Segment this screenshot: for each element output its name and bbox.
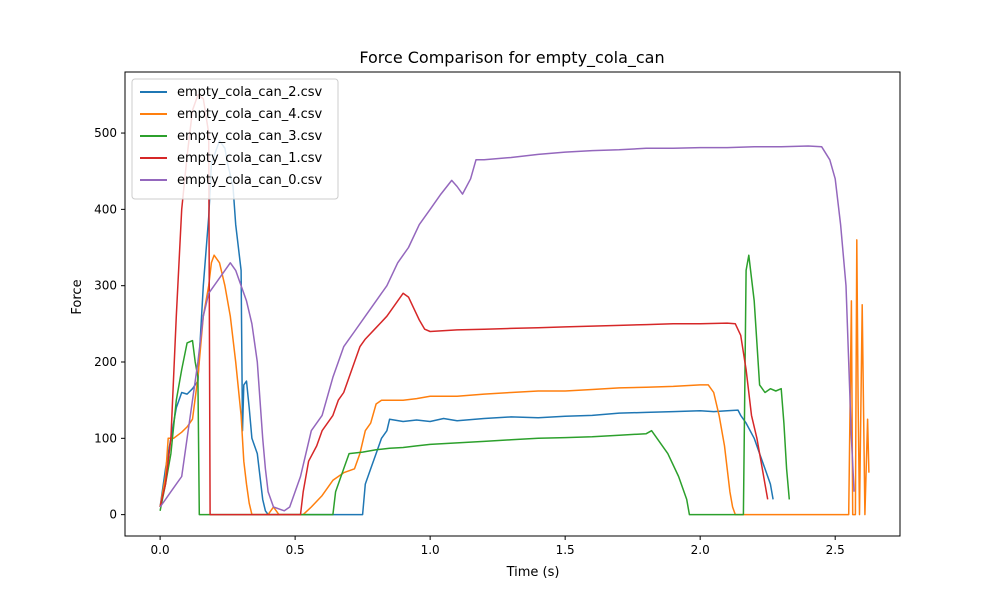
y-tick-label: 300 [94,279,117,293]
plot-frame [124,71,901,537]
legend-box [131,78,339,200]
x-tick-label: 2.0 [691,543,710,557]
series-line-2 [159,254,791,516]
legend: empty_cola_can_2.csv empty_cola_can_4.csv… [131,78,339,200]
y-axis-label: Force [70,279,85,314]
x-tick-label: 0.0 [151,543,170,557]
x-tick-label: 1.0 [421,543,440,557]
legend-label-1: empty_cola_can_4.csv [177,107,323,122]
chart-title: Force Comparison for empty_cola_can [359,48,664,68]
legend-label-2: empty_cola_can_3.csv [177,129,323,144]
y-tick-label: 400 [94,202,117,216]
x-tick-label: 1.5 [556,543,575,557]
y-tick-label: 500 [94,126,117,140]
x-tick-label: 0.5 [286,543,305,557]
legend-label-4: empty_cola_can_0.csv [177,173,323,188]
y-tick-label: 100 [94,431,117,445]
x-axis-label: Time (s) [506,565,560,580]
legend-label-0: empty_cola_can_2.csv [177,85,323,100]
series-line-4 [159,145,855,512]
x-tick-label: 2.5 [826,543,845,557]
legend-label-3: empty_cola_can_1.csv [177,151,323,166]
y-tick-label: 0 [109,508,117,522]
axis-ticks: 0.0 0.5 1.0 1.5 2.0 2.5 0 100 200 300 400 500 [94,126,845,557]
series-line-1 [159,239,870,516]
y-tick-label: 200 [94,355,117,369]
